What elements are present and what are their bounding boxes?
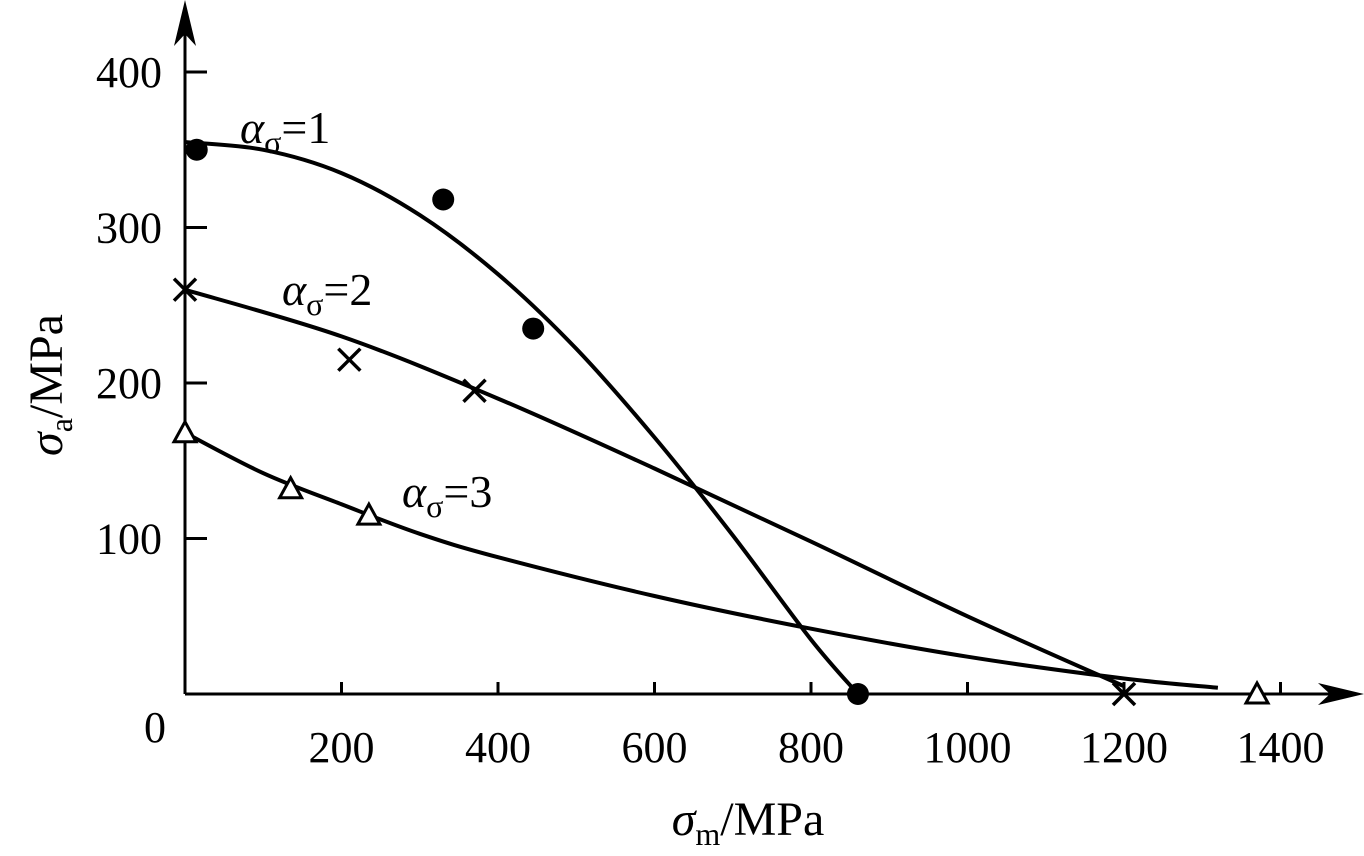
- y-tick-label: 200: [96, 359, 162, 408]
- x-axis-arrow: [1318, 683, 1364, 705]
- y-axis-title: σa/MPa: [20, 314, 79, 456]
- series-2-point: [1111, 681, 1137, 707]
- x-tick-label: 1400: [1237, 723, 1325, 772]
- y-tick-label: 300: [96, 204, 162, 253]
- series-1-point: [846, 683, 869, 705]
- series-3-point: [1243, 679, 1271, 705]
- y-axis-title-group: σa/MPa: [20, 314, 79, 456]
- series-2-point: [337, 347, 362, 372]
- x-tick-label: 600: [622, 723, 688, 772]
- y-tick-label: 100: [96, 515, 162, 564]
- y-ticks: 100 200 300 400: [96, 48, 207, 564]
- curve-label-3: ασ=3: [402, 466, 492, 524]
- curves: [184, 140, 1219, 696]
- x-tick-label: 800: [778, 723, 844, 772]
- x-tick-label: 1200: [1080, 723, 1168, 772]
- series-3-point: [171, 418, 199, 444]
- series-2-point: [462, 378, 487, 404]
- y-tick-label: 400: [96, 48, 162, 97]
- series-3-curve: [184, 431, 1219, 690]
- curve-label-2: ασ=2: [282, 264, 372, 322]
- series-1-point: [522, 317, 545, 340]
- origin-label: 0: [144, 703, 166, 752]
- series-2-point: [172, 277, 198, 302]
- series-1-point: [432, 188, 455, 211]
- curve-label-1: ασ=1: [240, 102, 330, 160]
- series-3-point: [277, 474, 305, 500]
- series-1-point: [185, 138, 208, 161]
- x-tick-label: 200: [309, 723, 375, 772]
- markers: [171, 138, 1271, 707]
- x-ticks: 200 400 600 800 1000 1200 1400: [309, 682, 1325, 772]
- series-1-curve: [184, 140, 860, 696]
- x-tick-label: 400: [465, 723, 531, 772]
- y-axis-arrow: [174, 0, 196, 46]
- series-3-point: [355, 501, 383, 526]
- axes: [174, 0, 1364, 705]
- series-2-curve: [184, 287, 1125, 689]
- x-tick-label: 1000: [924, 723, 1012, 772]
- x-axis-title: σm/MPa: [672, 793, 825, 852]
